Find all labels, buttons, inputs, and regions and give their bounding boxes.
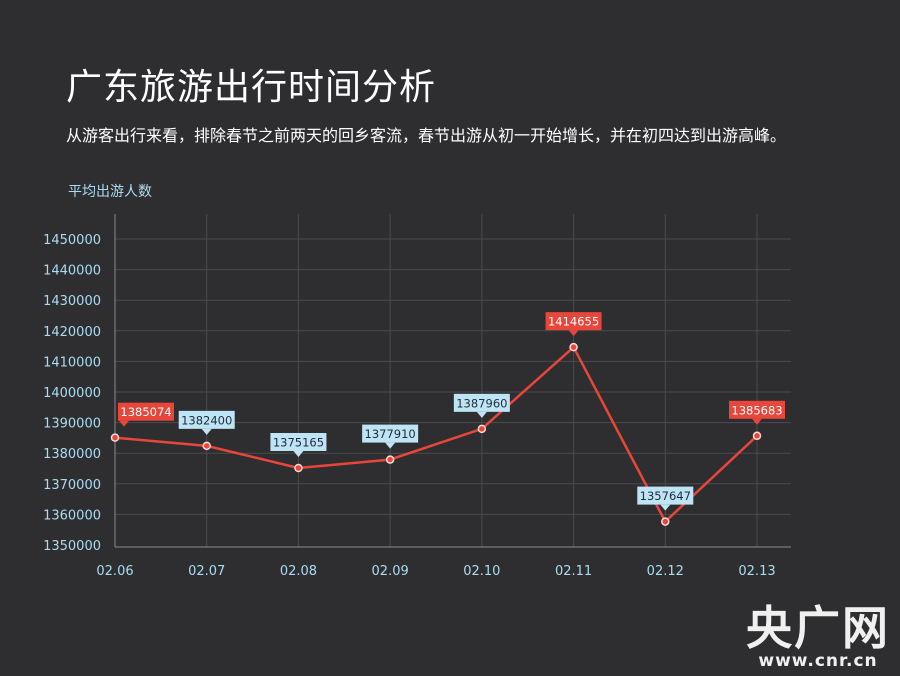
y-tick-label: 1430000 xyxy=(43,294,101,309)
data-label-box xyxy=(270,432,327,451)
x-tick-label: 02.13 xyxy=(738,564,775,579)
y-tick-label: 1360000 xyxy=(43,508,101,523)
data-point xyxy=(569,342,578,352)
data-labels: 1385074 1382400 1375165 1377910 1387960 14146… xyxy=(118,312,785,511)
y-tick-label: 1450000 xyxy=(43,233,101,248)
data-label-pointer xyxy=(660,504,671,511)
data-point xyxy=(385,455,395,464)
page-title: 广东旅游出行时间分析 xyxy=(66,67,437,108)
page-subtitle: 从游客出行来看，排除春节之前两天的回乡客流，春节出游从初一开始增长，并在初四达到… xyxy=(66,126,787,145)
x-tick-label: 02.11 xyxy=(555,564,592,579)
grid xyxy=(115,214,791,547)
data-label: 1387960 xyxy=(456,396,507,410)
data-label-box xyxy=(178,410,235,429)
data-label-box xyxy=(637,486,694,505)
data-point xyxy=(477,424,487,434)
x-tick-label: 02.08 xyxy=(280,564,317,579)
y-tick-label: 1400000 xyxy=(43,386,101,401)
data-label-pointer xyxy=(752,418,762,425)
data-point xyxy=(661,517,670,526)
data-label: 1385683 xyxy=(731,403,782,417)
data-label: 1357647 xyxy=(640,489,691,503)
y-tick-label: 1370000 xyxy=(43,478,101,493)
axes: 1350000 1360000 1370000 1380000 1390000 14000… xyxy=(43,214,791,579)
y-tick-label: 1390000 xyxy=(43,417,101,432)
y-tick-label: 1380000 xyxy=(43,447,101,462)
x-tick-label: 02.07 xyxy=(188,564,225,579)
watermark-logo: 央广网 www.cnr.cn xyxy=(746,604,890,670)
watermark-main-text: 央广网 xyxy=(746,601,890,655)
x-tick-label: 02.06 xyxy=(96,564,133,579)
data-label-box xyxy=(453,393,510,412)
data-label-box xyxy=(362,424,419,443)
data-label-pointer xyxy=(568,330,579,337)
data-label-box xyxy=(545,312,602,331)
data-label: 1385074 xyxy=(120,405,171,419)
y-axis-label: 平均出游人数 xyxy=(68,184,152,200)
data-label-pointer xyxy=(119,420,129,427)
y-tick-label: 1350000 xyxy=(43,539,101,554)
data-label: 1414655 xyxy=(548,315,599,329)
x-tick-label: 02.12 xyxy=(647,564,684,579)
y-tick-label: 1410000 xyxy=(43,355,101,370)
data-label-pointer xyxy=(201,428,212,435)
data-point xyxy=(294,463,303,473)
watermark-url-text: www.cnr.cn xyxy=(758,651,878,671)
data-label: 1375165 xyxy=(273,435,324,449)
data-label-pointer xyxy=(476,411,487,418)
data-label-box xyxy=(118,402,174,421)
data-label: 1377910 xyxy=(365,427,416,441)
y-tick-label: 1420000 xyxy=(43,325,101,340)
data-point xyxy=(752,431,762,441)
y-tick-label: 1440000 xyxy=(43,264,101,279)
data-label-box xyxy=(729,400,785,419)
data-label-pointer xyxy=(293,450,304,457)
data-label: 1382400 xyxy=(181,413,232,427)
x-tick-label: 02.09 xyxy=(372,564,409,579)
data-label-pointer xyxy=(385,442,396,449)
data-point xyxy=(110,433,120,442)
x-tick-label: 02.10 xyxy=(463,564,500,579)
data-point xyxy=(202,441,211,451)
